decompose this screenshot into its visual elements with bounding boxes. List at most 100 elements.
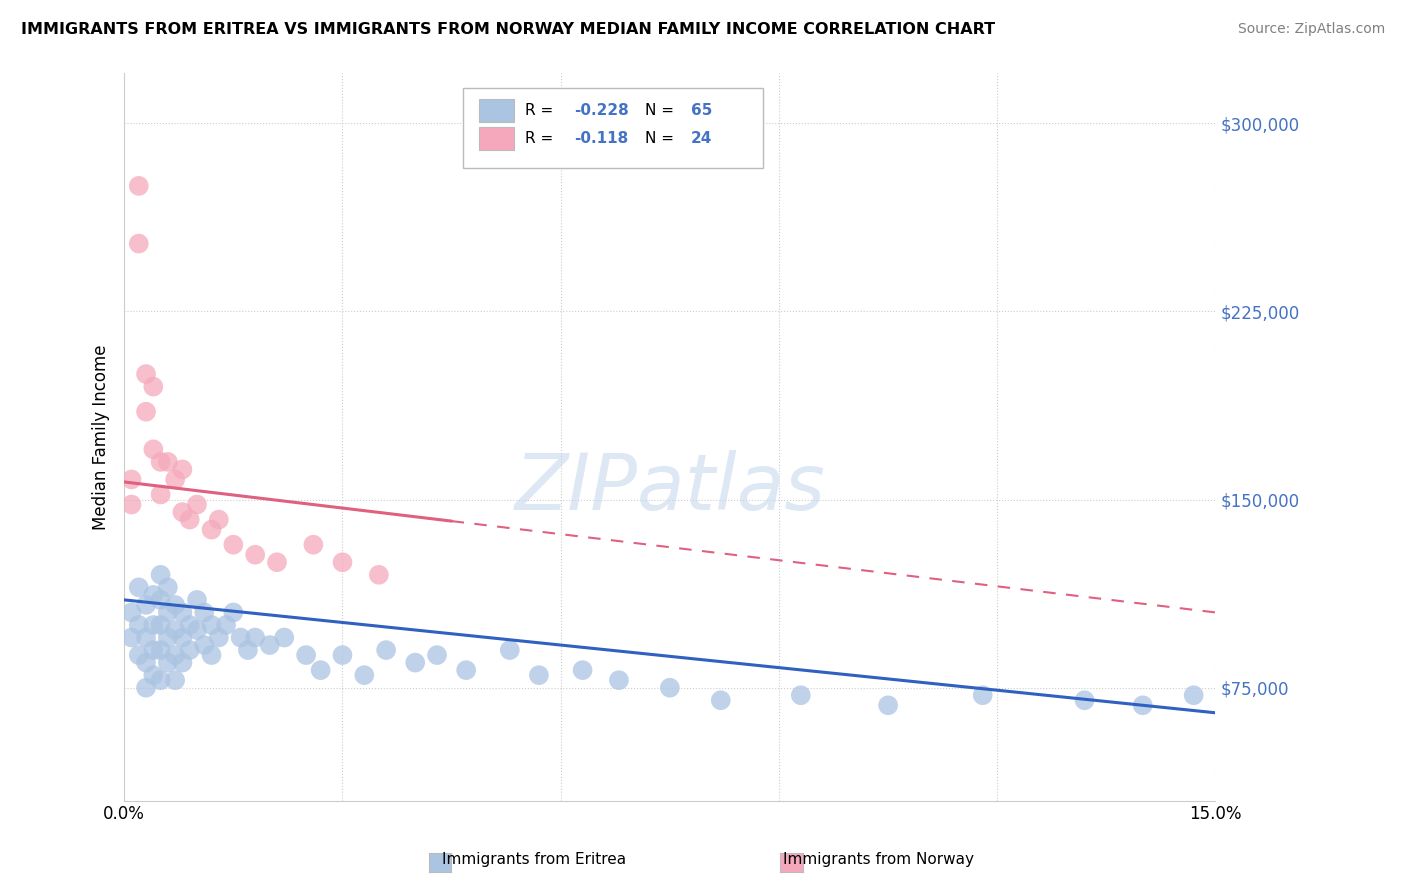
Point [273,631,295,645]
Point [353,668,375,682]
Point [499,643,522,657]
Point [156,580,179,594]
Text: 65: 65 [690,103,711,119]
Point [165,598,187,612]
Point [302,538,325,552]
Point [149,593,172,607]
Point [156,656,179,670]
Text: R =: R = [524,131,558,146]
Point [208,513,231,527]
Point [259,638,281,652]
Point [149,618,172,632]
Point [790,688,813,702]
Text: R =: R = [524,103,558,119]
Point [172,631,194,645]
Point [156,455,179,469]
Point [149,487,172,501]
Point [193,638,215,652]
Point [243,548,266,562]
Point [128,648,150,662]
Point [179,618,201,632]
Point [179,513,201,527]
Text: N =: N = [645,131,679,146]
Point [186,593,208,607]
Point [142,618,165,632]
Point [607,673,630,688]
Point [135,367,157,381]
Point [710,693,733,707]
Point [571,663,593,677]
Point [172,462,194,476]
Point [229,631,252,645]
Point [222,538,245,552]
Point [156,606,179,620]
Point [149,567,172,582]
Point [121,473,143,487]
Point [367,567,389,582]
Point [186,623,208,637]
Point [165,473,187,487]
Point [200,618,222,632]
Point [172,606,194,620]
Point [135,631,157,645]
Point [172,505,194,519]
Point [128,178,150,193]
Point [1132,698,1154,713]
Point [295,648,318,662]
Text: IMMIGRANTS FROM ERITREA VS IMMIGRANTS FROM NORWAY MEDIAN FAMILY INCOME CORRELATI: IMMIGRANTS FROM ERITREA VS IMMIGRANTS FR… [21,22,995,37]
Point [142,668,165,682]
FancyBboxPatch shape [479,99,513,122]
Point [128,580,150,594]
Point [1182,688,1205,702]
Point [1073,693,1095,707]
Text: N =: N = [645,103,679,119]
Point [165,623,187,637]
Point [222,606,245,620]
Point [186,498,208,512]
Point [972,688,994,702]
Point [658,681,681,695]
Point [200,523,222,537]
Point [121,631,143,645]
Point [243,631,266,645]
Y-axis label: Median Family Income: Median Family Income [93,344,110,530]
Point [135,681,157,695]
Text: 24: 24 [690,131,711,146]
Point [165,673,187,688]
Point [165,648,187,662]
Point [215,618,238,632]
Point [142,643,165,657]
Point [135,405,157,419]
Point [527,668,550,682]
Point [128,236,150,251]
Point [142,588,165,602]
Point [179,643,201,657]
Point [426,648,449,662]
Text: Immigrants from Eritrea: Immigrants from Eritrea [443,852,626,867]
Point [172,656,194,670]
Point [135,656,157,670]
Point [149,643,172,657]
Point [309,663,332,677]
Point [135,598,157,612]
FancyBboxPatch shape [479,127,513,150]
Point [236,643,259,657]
Point [156,631,179,645]
Point [128,618,150,632]
Point [877,698,900,713]
Point [404,656,426,670]
Point [121,606,143,620]
Point [332,555,354,569]
Text: -0.118: -0.118 [574,131,628,146]
Point [208,631,231,645]
Point [375,643,398,657]
Text: Source: ZipAtlas.com: Source: ZipAtlas.com [1237,22,1385,37]
Point [456,663,478,677]
Point [121,498,143,512]
Point [332,648,354,662]
Text: ZIPatlas: ZIPatlas [515,450,825,525]
Point [266,555,288,569]
Point [149,673,172,688]
Point [200,648,222,662]
Point [149,455,172,469]
